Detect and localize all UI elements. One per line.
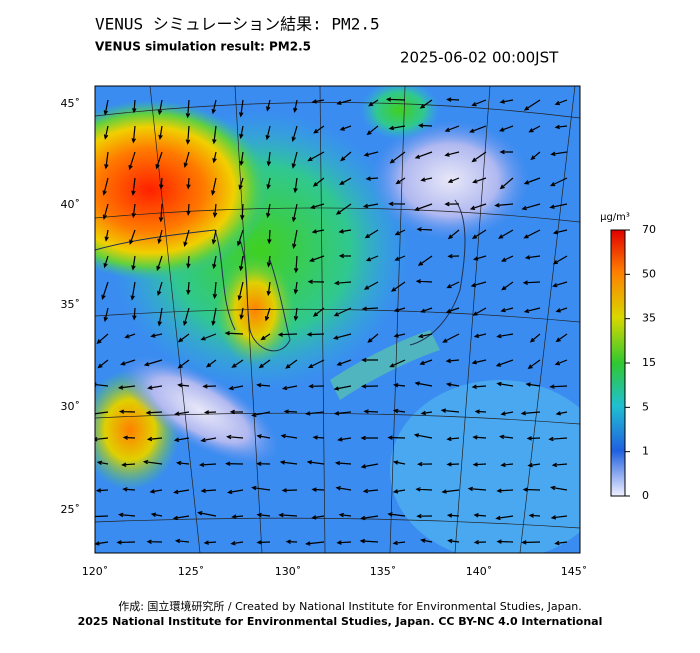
map-field: [120, 355, 280, 465]
colorbar-tick-label: 1: [642, 445, 649, 458]
lat-label: 35˚: [61, 298, 81, 311]
colorbar: [610, 229, 626, 497]
colorbar-unit: µg/m³: [600, 212, 630, 223]
lon-label: 120˚: [82, 565, 109, 578]
colorbar-tick-label: 0: [642, 489, 649, 502]
copyright: 2025 National Institute for Environmenta…: [78, 615, 603, 628]
map-field: [330, 330, 440, 400]
title-en: VENUS simulation result: PM2.5: [95, 40, 311, 54]
map-field: [360, 86, 440, 140]
colorbar-ticks: 70 50 35 15 5 1 0: [625, 223, 656, 502]
map-field: [390, 380, 580, 553]
lon-label: 125˚: [178, 565, 205, 578]
map-field: [215, 255, 295, 365]
coastline: [239, 239, 291, 352]
lat-label: 45˚: [61, 97, 81, 110]
colorbar-tick-label: 15: [642, 356, 656, 369]
map-field: [95, 100, 270, 280]
colorbar-tick-label: 5: [642, 400, 649, 413]
colorbar-tick-label: 70: [642, 223, 656, 236]
map: [95, 86, 580, 553]
lat-label: 30˚: [61, 400, 81, 413]
wind-arrows: [95, 97, 568, 546]
colorbar-tick-label: 50: [642, 267, 656, 280]
lon-label: 130˚: [275, 565, 302, 578]
credit: 作成: 国立環境研究所 / Created by National Instit…: [118, 599, 582, 613]
lon-label: 135˚: [370, 565, 397, 578]
colorbar-tick-label: 35: [642, 312, 656, 325]
title-ja: VENUS シミュレーション結果: PM2.5: [95, 15, 380, 34]
lon-label: 145˚: [561, 565, 588, 578]
lat-label: 40˚: [61, 198, 81, 211]
map-frame: [94, 85, 581, 554]
coastline: [409, 199, 466, 346]
lat-label: 25˚: [61, 503, 81, 516]
lon-label: 140˚: [466, 565, 493, 578]
lon-labels: 120˚ 125˚ 130˚ 135˚ 140˚ 145˚: [82, 565, 588, 578]
timestamp: 2025-06-02 00:00JST: [400, 49, 559, 67]
coastline: [95, 229, 236, 331]
lat-labels: 45˚ 40˚ 35˚ 30˚ 25˚: [61, 97, 81, 516]
